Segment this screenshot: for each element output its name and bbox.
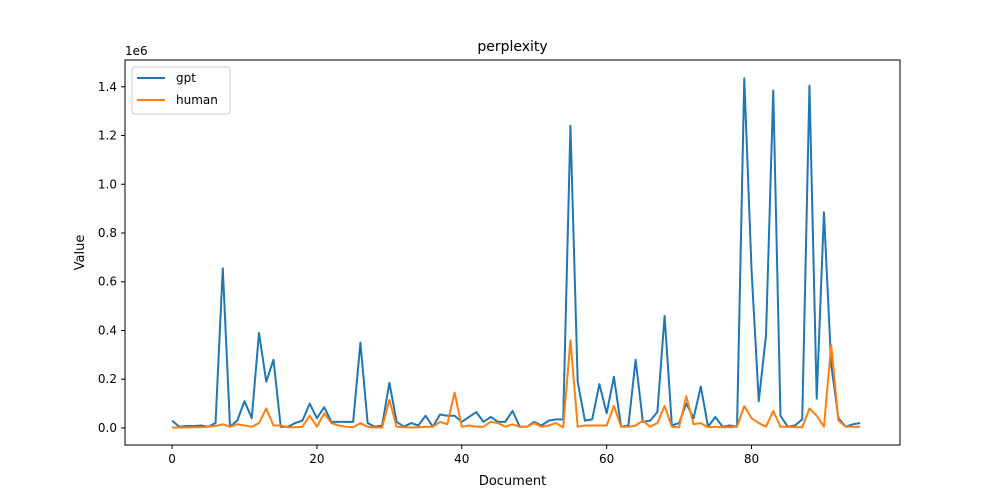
y-tick-label: 1.0 [98, 177, 117, 191]
y-tick-label: 0.0 [98, 421, 117, 435]
x-tick-label: 0 [168, 452, 176, 466]
series-layer [171, 77, 861, 429]
y-tick-label: 1.2 [98, 129, 117, 143]
y-scale-offset-label: 1e6 [125, 44, 148, 58]
plot-frame [124, 59, 901, 446]
x-axis-ticks: 0 20 40 60 80 [168, 445, 759, 466]
legend-label-human: human [176, 93, 218, 107]
y-axis-label: Value [73, 235, 88, 271]
series-line-human [172, 339, 861, 429]
chart-title: perplexity [477, 39, 547, 55]
y-tick-label: 0.6 [98, 275, 117, 289]
series-line-gpt [171, 77, 861, 428]
y-tick-label: 0.4 [98, 323, 117, 337]
legend: gpt human [131, 66, 231, 115]
y-tick-label: 1.4 [98, 80, 117, 94]
legend-label-gpt: gpt [176, 71, 196, 85]
x-tick-label: 20 [309, 452, 324, 466]
x-tick-label: 80 [744, 452, 759, 466]
y-axis-ticks: 0.0 0.2 0.4 0.6 0.8 1.0 1.2 1.4 [98, 80, 125, 435]
y-tick-label: 0.2 [98, 372, 117, 386]
y-tick-label: 0.8 [98, 226, 117, 240]
x-tick-label: 60 [599, 452, 614, 466]
x-axis-label: Document [479, 474, 546, 489]
x-tick-label: 40 [454, 452, 469, 466]
